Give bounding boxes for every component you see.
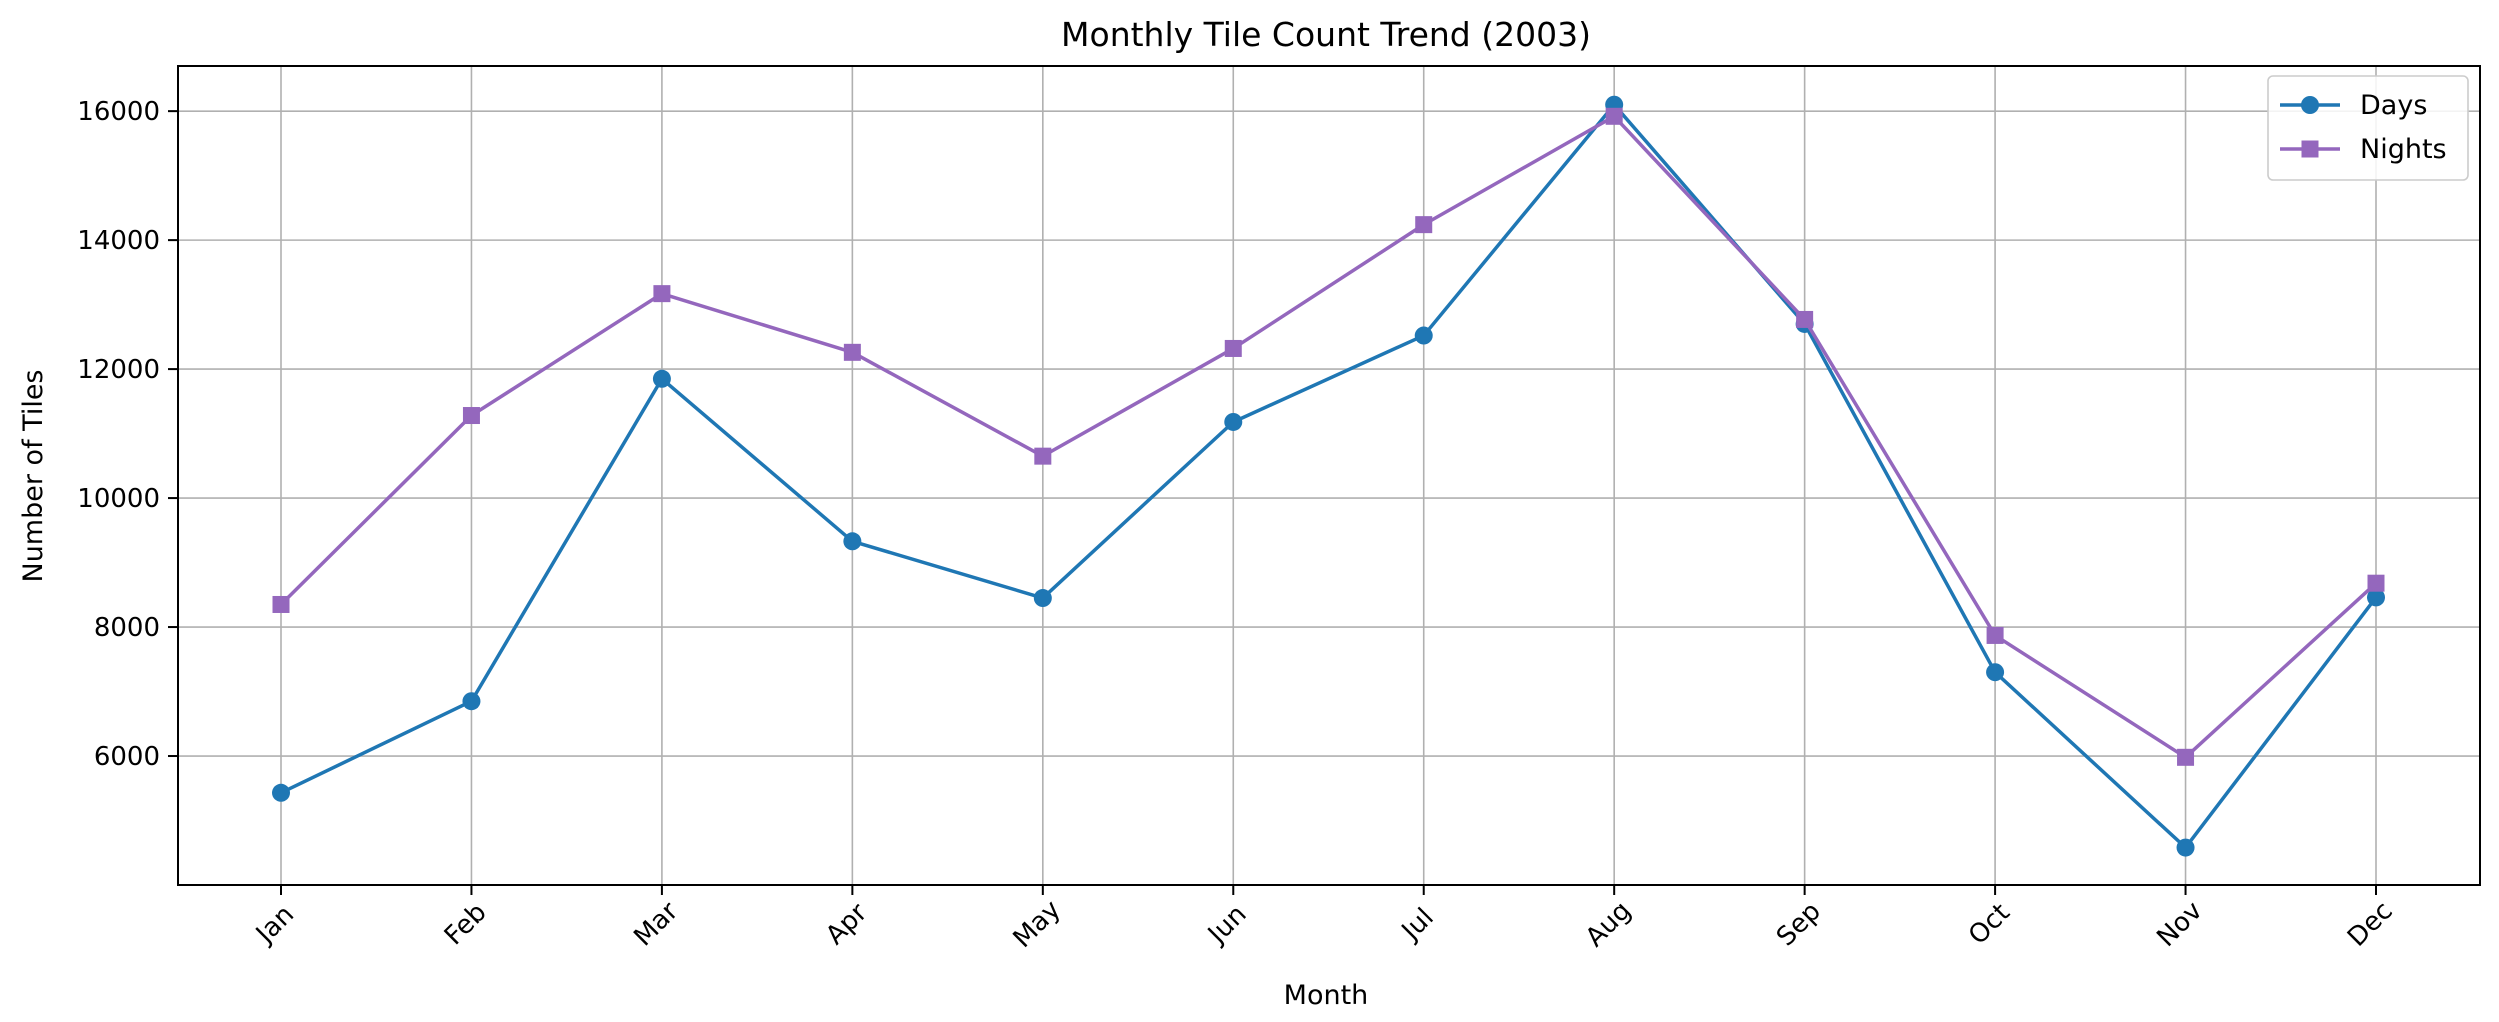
y-tick-label: 6000	[94, 742, 160, 772]
x-tick-label: Apr	[820, 898, 873, 951]
series-nights-point	[653, 285, 671, 303]
series-days-point	[2176, 838, 2195, 857]
y-tick-label: 12000	[77, 355, 160, 385]
series-nights-point	[1224, 339, 1242, 357]
x-tick-label: Oct	[1963, 898, 2016, 951]
x-tick-label: Jul	[1395, 903, 1440, 948]
x-axis: Jan Feb Mar Apr May Jun Jul Aug Sep Oct Nov Dec	[249, 885, 2399, 954]
grid	[178, 66, 2480, 885]
series-days-point	[462, 692, 481, 711]
x-tick-label: Sep	[1771, 896, 1827, 952]
x-tick-label: Mar	[628, 896, 684, 952]
series-nights-point	[1986, 626, 2004, 644]
x-tick-label: Dec	[2342, 896, 2399, 953]
series-nights-point	[272, 595, 290, 613]
x-tick-label: May	[1008, 895, 1067, 954]
series-days-point	[843, 532, 862, 551]
y-tick-label: 16000	[77, 97, 160, 127]
x-tick-label: Aug	[1580, 896, 1637, 953]
series-nights-line	[279, 114, 2378, 760]
series-nights-point	[462, 407, 480, 425]
legend-nights-label: Nights	[2360, 134, 2447, 165]
legend: Days Nights	[2267, 75, 2469, 181]
legend-days-label: Days	[2360, 90, 2427, 121]
chart-title: Monthly Tile Count Trend (2003)	[1061, 15, 1591, 54]
series-days-point	[652, 369, 671, 388]
plot-frame	[177, 65, 2481, 886]
x-tick-label: Feb	[439, 897, 493, 951]
series-nights-point	[1415, 216, 1433, 234]
y-tick-label: 8000	[94, 613, 160, 643]
x-tick-label: Jun	[1201, 899, 1252, 950]
legend-days-marker	[2301, 96, 2319, 114]
series-days-line	[280, 102, 2378, 850]
y-axis-label: Number of Tiles	[18, 370, 49, 583]
series-days-point	[1414, 326, 1433, 345]
y-axis: 6000 8000 10000 12000 14000 16000	[77, 97, 178, 772]
y-tick-label: 14000	[77, 226, 160, 256]
series-days-point	[1033, 589, 1052, 608]
plot-area	[272, 95, 2385, 857]
series-nights-point	[2367, 574, 2385, 592]
series-days-point	[1986, 663, 2005, 682]
series-nights-point	[1034, 447, 1052, 465]
series-nights-point	[2177, 748, 2195, 766]
x-tick-label: Jan	[249, 900, 300, 951]
series-nights-point	[1796, 310, 1814, 328]
x-axis-label: Month	[1284, 980, 1369, 1011]
series-days-point	[2367, 588, 2385, 607]
series-nights-point	[843, 343, 861, 361]
series-days-point	[272, 783, 290, 802]
series-nights-point	[1605, 107, 1623, 125]
y-tick-label: 10000	[77, 484, 160, 514]
legend-nights-marker	[2301, 140, 2319, 158]
series-days-point	[1224, 412, 1243, 431]
x-tick-label: Nov	[2151, 896, 2208, 953]
